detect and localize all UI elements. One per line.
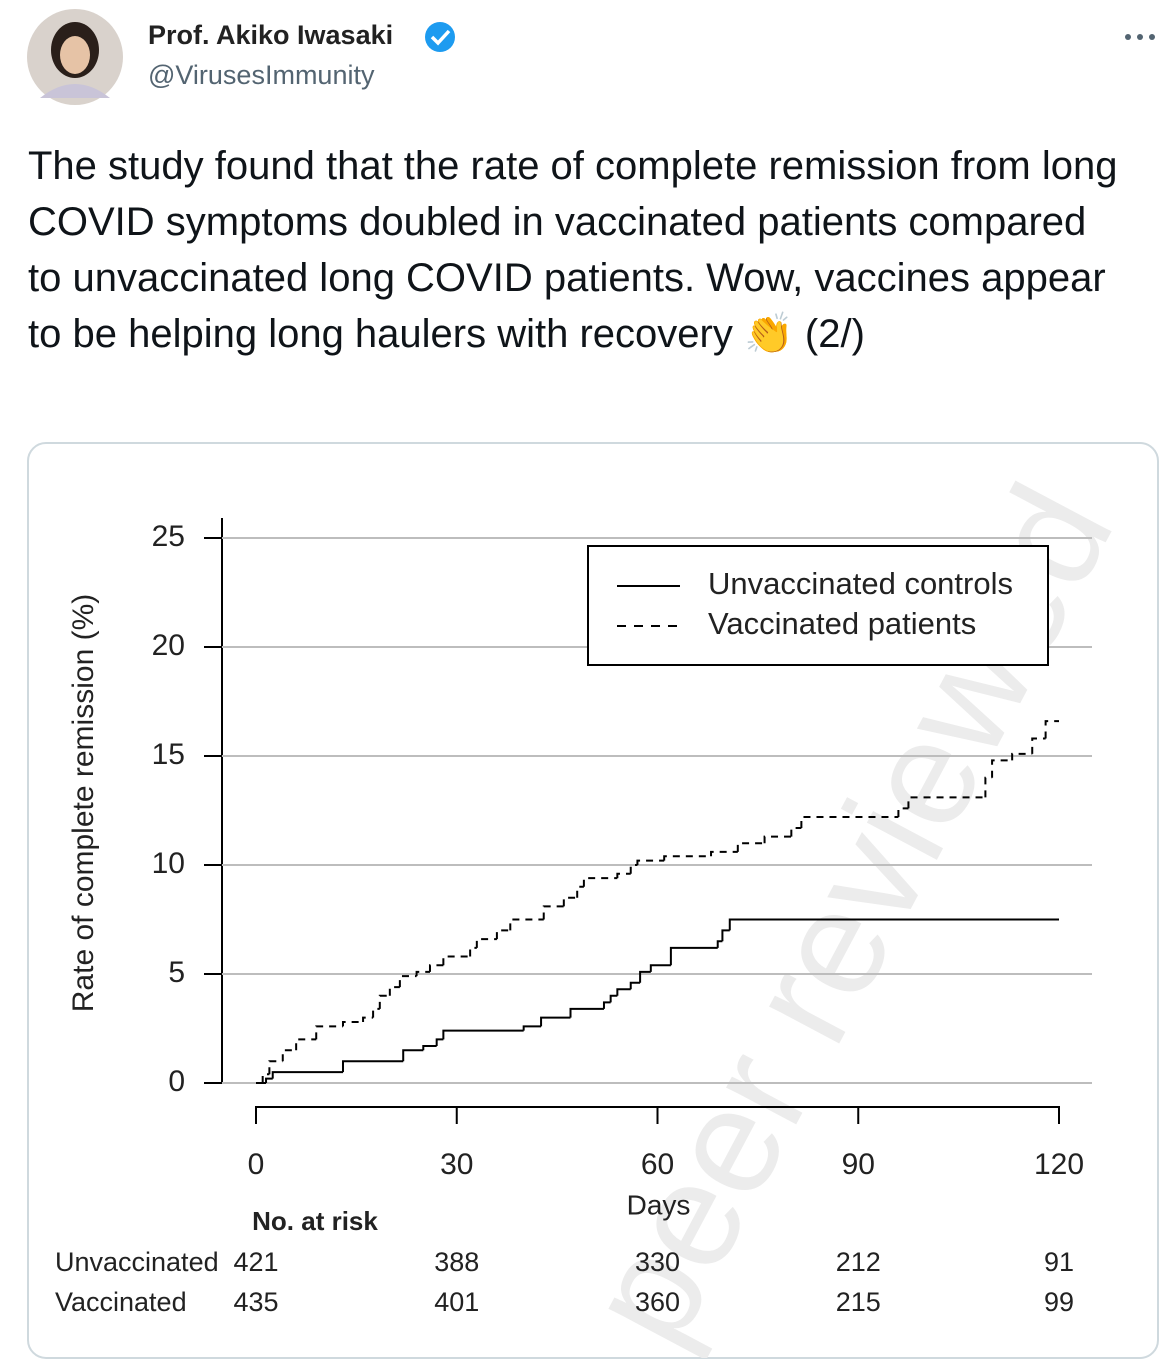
tweet-text: The study found that the rate of complet… (28, 144, 1118, 356)
step-segment (1011, 752, 1033, 761)
risk-row-name: Unvaccinated (55, 1247, 219, 1277)
risk-value: 215 (836, 1287, 881, 1317)
step-segment (562, 896, 578, 907)
risk-value: 91 (1044, 1247, 1074, 1277)
step-segment (402, 1049, 424, 1062)
step-segment (800, 816, 899, 828)
step-segment (281, 1049, 297, 1062)
risk-value: 435 (233, 1287, 278, 1317)
step-segment (636, 859, 665, 865)
y-tick-label: 15 (152, 738, 185, 771)
step-segment (582, 877, 618, 887)
risk-value: 360 (635, 1287, 680, 1317)
x-tick-label: 60 (641, 1148, 674, 1181)
step-segment (728, 918, 1059, 931)
step-segment (435, 1038, 444, 1046)
step-segment (362, 1016, 374, 1022)
step-segment (669, 946, 718, 966)
step-segment (442, 1029, 524, 1040)
step-segment (442, 955, 471, 966)
step-segment (609, 994, 618, 1003)
more-menu[interactable] (1125, 34, 1155, 40)
step-segment (569, 1007, 604, 1018)
verified-badge (425, 22, 455, 52)
step-segment (540, 1016, 571, 1027)
legend-box (587, 545, 1049, 666)
risk-value: 330 (635, 1247, 680, 1277)
step-segment (616, 872, 631, 879)
step-segment (763, 835, 792, 844)
step-segment (422, 1044, 437, 1051)
step-segment (716, 940, 723, 948)
step-segment (1044, 720, 1059, 739)
step-segment (602, 1001, 611, 1009)
y-tick-label: 25 (152, 520, 185, 553)
step-segment (649, 964, 671, 972)
x-tick-label: 0 (248, 1148, 265, 1181)
step-segment (415, 970, 430, 977)
step-segment (268, 1060, 283, 1075)
y-tick-label: 0 (168, 1065, 185, 1098)
step-segment (576, 885, 584, 898)
step-segment (295, 1038, 317, 1051)
step-segment (495, 929, 511, 940)
step-segment (509, 918, 544, 931)
step-segment (907, 796, 986, 809)
legend-label: Vaccinated patients (708, 606, 976, 641)
author-name[interactable]: Prof. Akiko Iwasaki (148, 20, 393, 50)
step-segment (721, 929, 730, 942)
y-tick-label: 20 (152, 629, 185, 662)
step-segment (398, 975, 417, 988)
step-segment (261, 1073, 270, 1083)
step-segment (428, 964, 444, 972)
media-frame[interactable] (27, 442, 1159, 1359)
step-segment (629, 864, 638, 874)
x-axis-label: Days (627, 1189, 691, 1220)
y-tick-label: 10 (152, 847, 185, 880)
step-segment (897, 807, 909, 818)
step-segment (372, 1007, 380, 1018)
step-segment (984, 776, 993, 798)
step-segment (271, 1071, 343, 1079)
step-segment (341, 1020, 364, 1027)
x-tick-label: 120 (1034, 1148, 1084, 1181)
legend-label: Unvaccinated controls (708, 566, 1013, 601)
step-segment (1031, 737, 1046, 754)
y-tick-label: 5 (168, 956, 185, 989)
step-segment (475, 938, 497, 948)
step-segment (710, 850, 738, 857)
step-segment (639, 970, 651, 983)
step-segment (629, 981, 641, 990)
risk-table-title: No. at risk (252, 1206, 378, 1236)
step-segment (542, 905, 564, 920)
author-handle[interactable]: @VirusesImmunity (148, 60, 375, 90)
step-segment (388, 986, 400, 996)
step-segment (991, 759, 1013, 778)
risk-value: 99 (1044, 1287, 1074, 1317)
y-axis-label: Rate of complete remission (%) (67, 594, 100, 1012)
risk-value: 212 (836, 1247, 881, 1277)
risk-value: 401 (434, 1287, 479, 1317)
risk-value: 388 (434, 1247, 479, 1277)
risk-row-name: Vaccinated (55, 1287, 187, 1317)
step-segment (616, 988, 631, 996)
step-segment (790, 826, 802, 837)
x-tick-label: 90 (842, 1148, 875, 1181)
step-segment (265, 1077, 273, 1083)
step-segment (663, 855, 712, 861)
step-segment (469, 946, 477, 957)
step-segment (736, 842, 765, 852)
avatar[interactable] (27, 9, 123, 105)
step-segment (341, 1060, 404, 1073)
risk-value: 421 (233, 1247, 278, 1277)
x-tick-label: 30 (440, 1148, 473, 1181)
step-segment (378, 994, 390, 1009)
step-segment (522, 1025, 542, 1031)
step-segment (315, 1025, 343, 1040)
